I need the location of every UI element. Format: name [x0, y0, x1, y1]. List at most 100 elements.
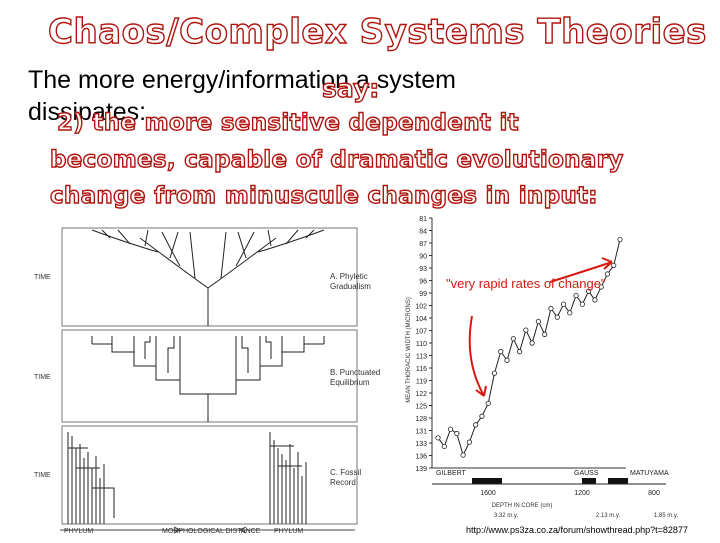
arrow-up [549, 261, 613, 283]
data-point [560, 301, 567, 307]
y-tick-label: 102 [415, 304, 427, 311]
polarity-block [582, 478, 596, 484]
y-tick-label: 125 [415, 404, 427, 411]
source-url[interactable]: http://www.ps3za.co.za/forum/showthread.… [466, 525, 688, 535]
body-line-2: dissipates: [28, 98, 147, 126]
data-point [592, 297, 598, 303]
data-point [554, 314, 560, 320]
arrow-up-head [601, 257, 613, 270]
arrow-down-head [475, 385, 487, 397]
fossil-record [67, 432, 307, 524]
body-line-1: The more energy/information a system [28, 66, 456, 94]
data-point [529, 340, 535, 346]
say-label: say: [321, 73, 380, 103]
zone-label: GAUSS [574, 470, 599, 477]
data-point [548, 305, 554, 312]
chart-svg: 139 136 133 131 128 125 122 119 116 113 110 107 104 1… [406, 216, 679, 519]
panel-c-line1: C. Fossil [330, 468, 362, 477]
slide-title: Chaos/Complex Systems Theories [47, 11, 707, 52]
y-tick-label: 104 [415, 316, 427, 323]
y-tick-label: 131 [415, 429, 427, 436]
y-tick-label: 122 [415, 391, 427, 398]
data-point [573, 292, 579, 299]
age-label: 2.13 m.y. [596, 513, 621, 519]
red-line-2: becomes, capable of dramatic evolutionar… [49, 146, 624, 173]
time-label-a: TIME [34, 274, 51, 281]
panel-a-label: A. Phyletic Gradualism [330, 272, 371, 292]
y-tick-label: 119 [416, 379, 427, 386]
y-tick-label: 87 [419, 241, 427, 248]
punctuated-tree [91, 336, 325, 422]
data-point [535, 318, 542, 325]
y-tick-label: 133 [415, 441, 427, 448]
x-tick-label: 800 [648, 490, 660, 497]
x-axis-center-label: MORPHOLOGICAL DISTANCE [162, 528, 261, 535]
data-point [447, 426, 454, 432]
time-label-b: TIME [34, 374, 51, 381]
age-label: 1.85 m.y. [654, 513, 679, 519]
data-point [491, 370, 498, 376]
panel-a-line2: Gradualism [330, 282, 371, 291]
data-point [504, 357, 510, 363]
data-point [579, 301, 585, 307]
data-point [567, 310, 573, 316]
thoracic-width-chart: 139 136 133 131 128 125 122 119 116 113 110 107 104 1… [398, 210, 698, 520]
x-tick-label: 1200 [574, 490, 590, 497]
data-point [604, 271, 611, 277]
x-tick-label: 1600 [480, 490, 496, 497]
y-tick-label: 90 [419, 254, 427, 261]
y-tick-label: 96 [419, 279, 427, 286]
y-tick-label: 93 [419, 266, 427, 273]
series-line [437, 239, 621, 457]
x-axis-right-label: PHYLUM [274, 528, 304, 535]
panel-b-line1: B. Punctuated [330, 368, 381, 377]
data-point [598, 284, 604, 290]
data-point [479, 413, 485, 419]
data-point [454, 430, 460, 437]
y-tick-label: 107 [415, 329, 427, 336]
y-tick-label: 128 [415, 416, 427, 423]
data-point [460, 452, 466, 458]
panel-b-line2: Equilibrium [330, 378, 370, 387]
diagram-svg [60, 227, 358, 534]
data-point [542, 331, 548, 337]
rapid-change-annotation: "very rapid rates of change" [446, 276, 606, 291]
red-line-3: change from minuscule changes in input: [49, 182, 598, 209]
data-point [466, 439, 472, 445]
data-point [586, 288, 592, 294]
data-point [473, 422, 479, 428]
data-point [516, 349, 523, 355]
x-axis-left-label: PHYLUM [64, 528, 94, 535]
y-tick-label: 136 [415, 454, 427, 461]
x-axis-title: DEPTH IN CORE (cm) [492, 503, 553, 509]
data-point [510, 336, 516, 342]
y-tick-label: 110 [416, 341, 427, 348]
red-line-1: 2) the more sensitive dependent it [56, 109, 519, 136]
data-point [617, 236, 623, 243]
polarity-block [472, 478, 502, 484]
time-label-c: TIME [34, 472, 51, 479]
panel-c-line2: Record [330, 478, 356, 487]
polarity-block [608, 478, 628, 484]
y-tick-label: 113 [416, 354, 427, 361]
y-tick-label: 116 [416, 366, 427, 373]
y-axis-title: MEAN THORACIC WIDTH (MICRONS) [406, 297, 412, 403]
y-tick-label: 84 [419, 229, 427, 236]
data-point [523, 327, 529, 333]
data-point [611, 262, 617, 269]
age-label: 3.32 m.y. [494, 513, 519, 519]
data-point [441, 443, 447, 450]
phyletic-tree [91, 229, 325, 326]
data-point [435, 435, 441, 441]
zone-label: MATUYAMA [630, 470, 669, 477]
data-point [498, 349, 504, 355]
panel-b-label: B. Punctuated Equilibrium [330, 368, 380, 388]
evolution-models-diagram: TIME TIME TIME A. Phyletic Gradualism B.… [30, 218, 395, 538]
data-point [485, 400, 491, 406]
zone-label: GILBERT [436, 470, 467, 477]
y-tick-label: 81 [419, 216, 427, 223]
y-tick-label: 139 [415, 466, 427, 473]
panel-a-line1: A. Phyletic [330, 272, 368, 281]
panel-c-label: C. Fossil Record [330, 468, 361, 488]
